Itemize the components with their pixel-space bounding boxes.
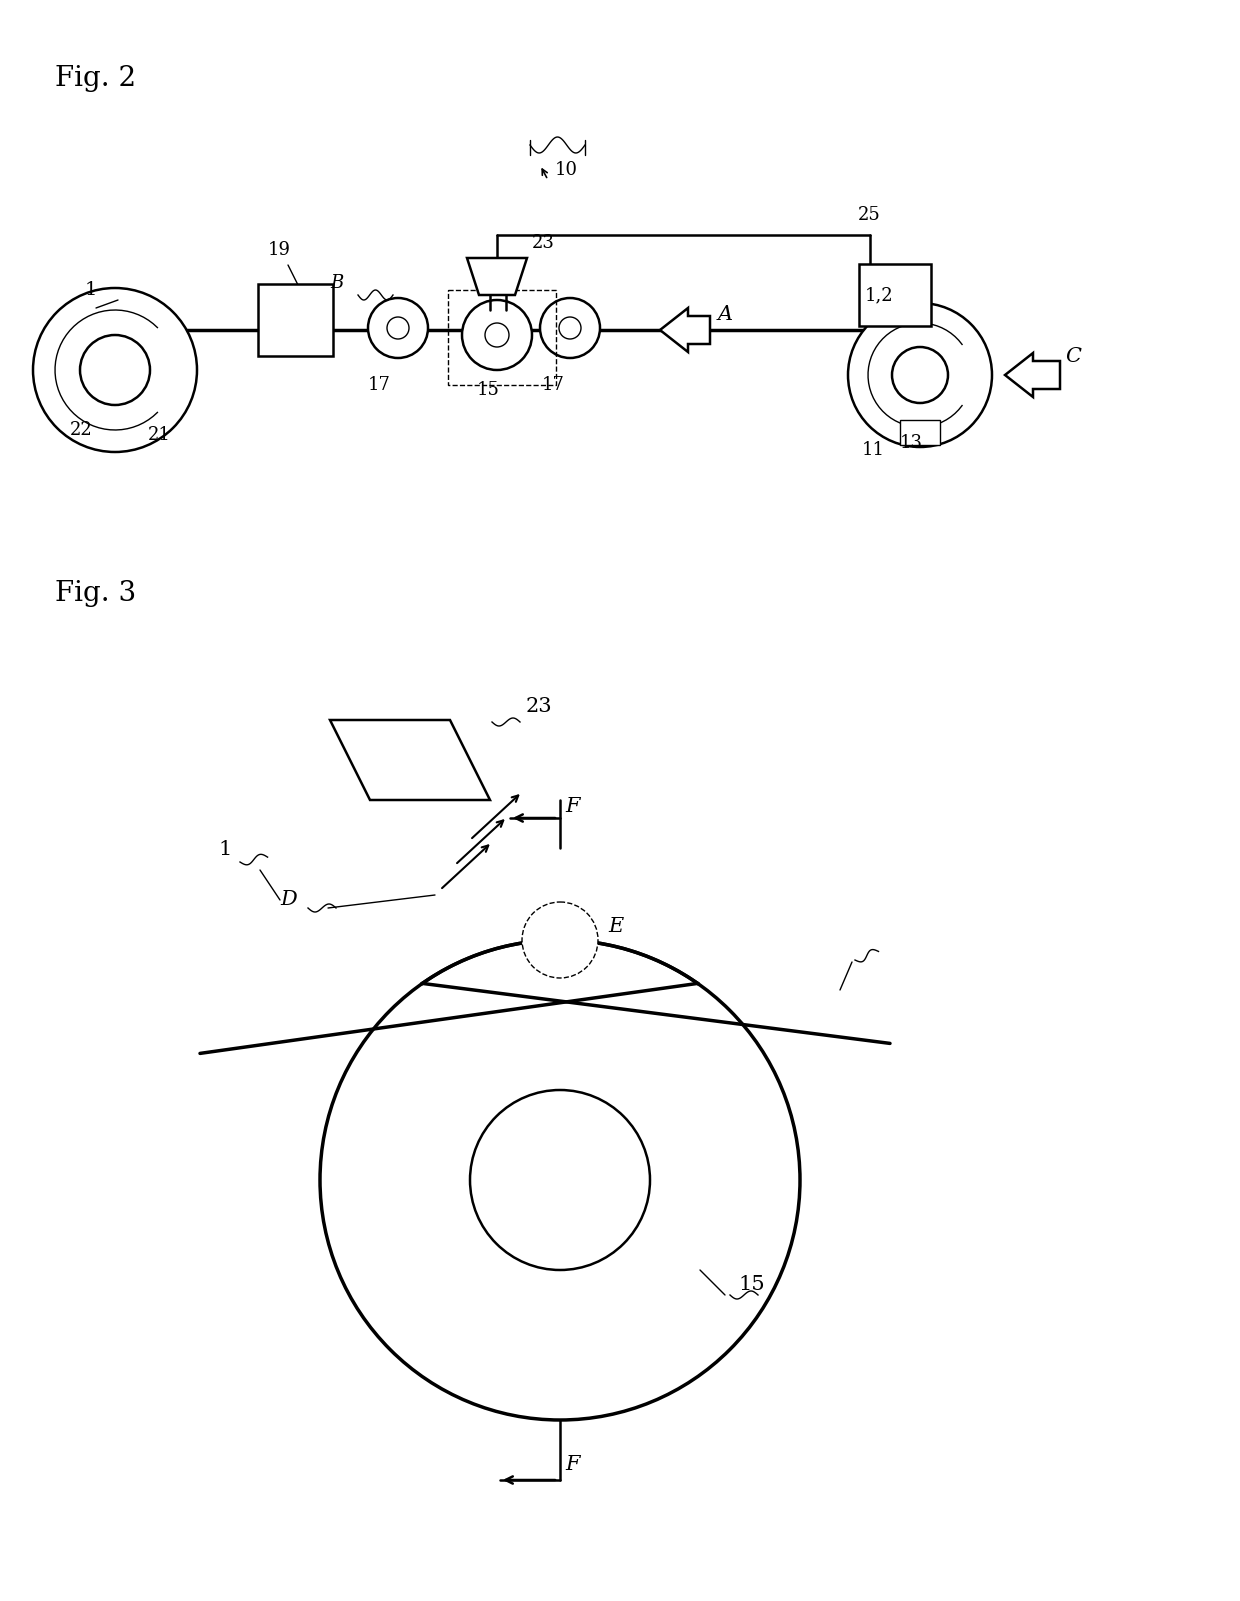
Circle shape	[848, 303, 992, 447]
Text: 11: 11	[862, 440, 885, 459]
Text: C: C	[1065, 347, 1081, 367]
Text: F: F	[565, 1455, 579, 1475]
Circle shape	[559, 317, 582, 339]
Text: D: D	[280, 890, 296, 909]
Text: 10: 10	[556, 162, 578, 179]
Circle shape	[539, 298, 600, 359]
Text: 17: 17	[368, 376, 391, 394]
Text: 23: 23	[532, 234, 554, 251]
Circle shape	[33, 288, 197, 451]
Bar	[258, 283, 332, 355]
Text: 17: 17	[542, 376, 565, 394]
Text: 15: 15	[477, 381, 500, 399]
Text: 15: 15	[738, 1274, 765, 1294]
Text: 1,2: 1,2	[866, 287, 894, 304]
Text: 13: 13	[900, 434, 923, 451]
Circle shape	[81, 335, 150, 405]
Text: A: A	[718, 306, 733, 323]
Circle shape	[522, 901, 598, 978]
Text: F: F	[565, 797, 579, 817]
Circle shape	[368, 298, 428, 359]
Circle shape	[320, 940, 800, 1420]
Polygon shape	[660, 307, 711, 352]
Circle shape	[387, 317, 409, 339]
Circle shape	[892, 347, 949, 403]
Text: 23: 23	[526, 696, 553, 716]
Circle shape	[463, 299, 532, 370]
Circle shape	[485, 323, 508, 347]
Bar	[448, 290, 556, 384]
Text: E: E	[608, 917, 624, 937]
Circle shape	[470, 1090, 650, 1270]
Text: 21: 21	[148, 426, 171, 443]
Text: 22: 22	[69, 421, 93, 439]
Text: 1: 1	[86, 282, 98, 299]
Polygon shape	[467, 258, 527, 295]
Text: Fig. 2: Fig. 2	[55, 66, 136, 91]
Text: B: B	[330, 274, 343, 291]
Text: 25: 25	[858, 207, 880, 224]
Text: 1: 1	[218, 841, 232, 860]
Text: 19: 19	[268, 242, 291, 259]
Polygon shape	[1004, 352, 1060, 397]
Polygon shape	[330, 720, 490, 800]
Bar	[859, 264, 931, 327]
Text: Fig. 3: Fig. 3	[55, 580, 136, 607]
Bar	[900, 419, 940, 445]
